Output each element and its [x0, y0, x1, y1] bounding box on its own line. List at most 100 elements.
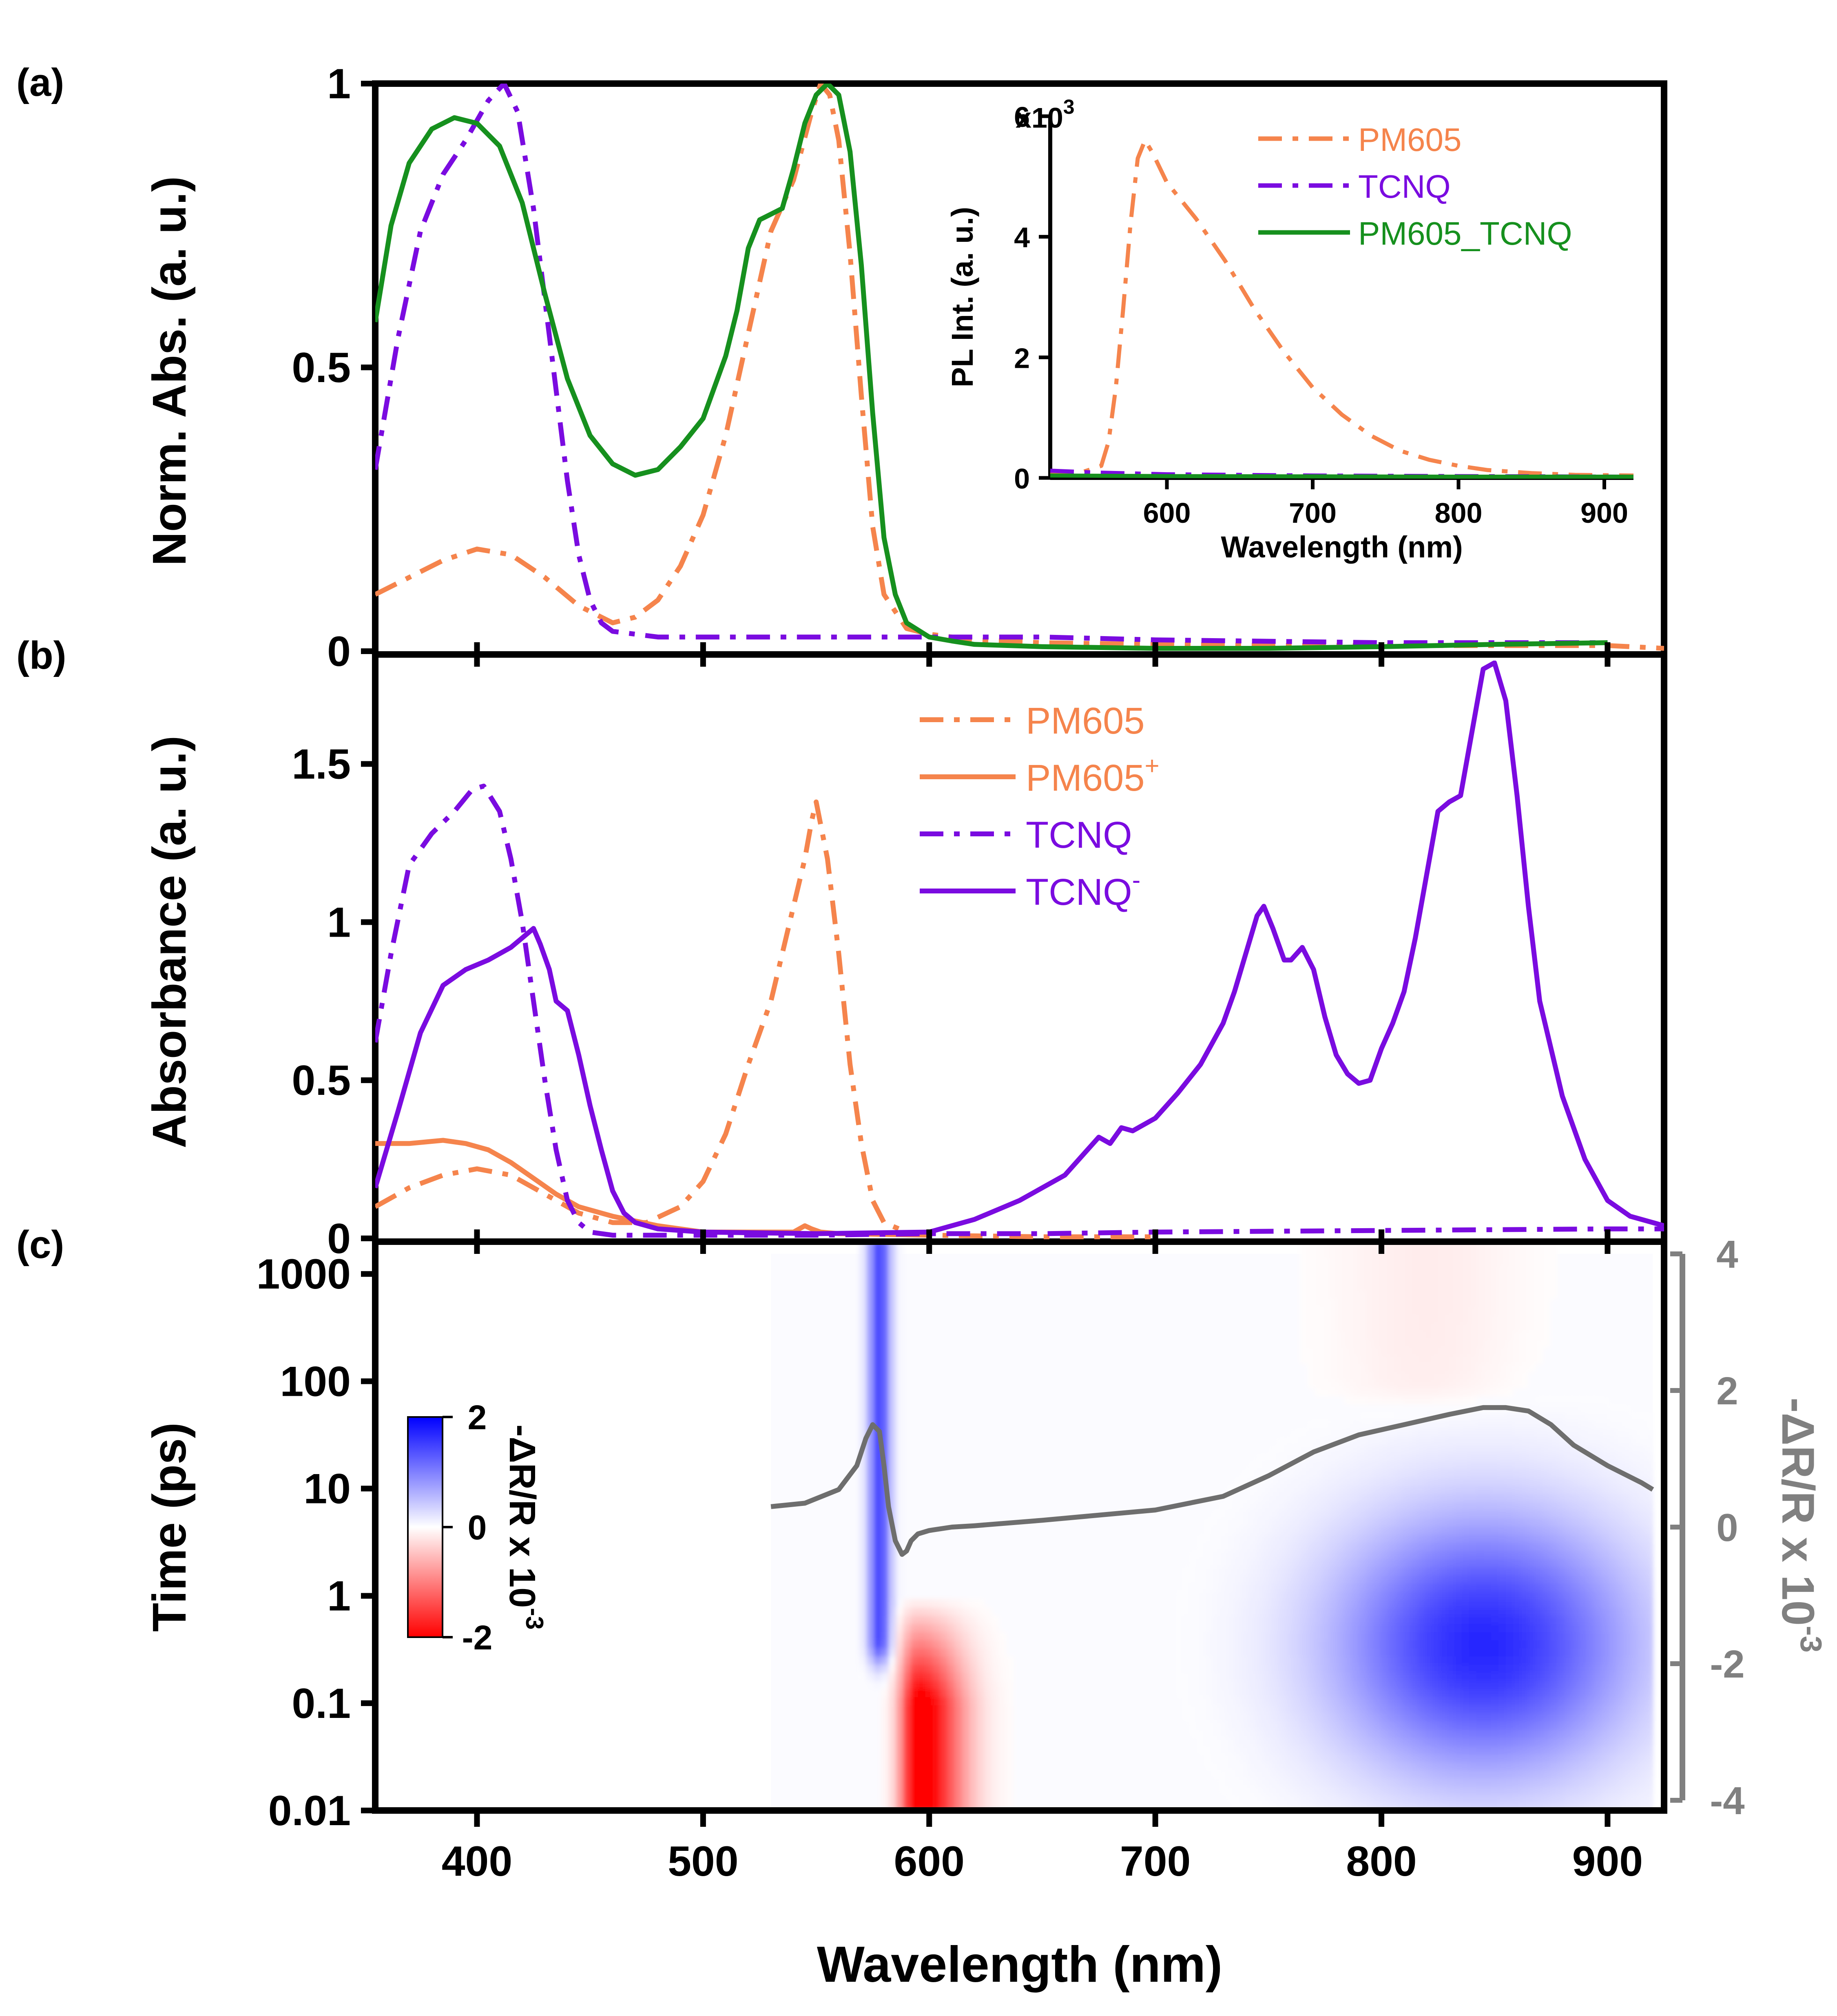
heatmap-cell [1476, 1567, 1484, 1575]
heatmap-cell [1572, 1412, 1580, 1421]
heatmap-cell [1366, 1550, 1374, 1559]
heatmap-cell [1550, 1274, 1558, 1283]
heatmap-cell [1241, 1737, 1249, 1746]
heatmap-cell [1219, 1631, 1227, 1640]
heatmap-cell [1322, 1510, 1330, 1519]
heatmap-cell [1601, 1607, 1609, 1616]
inset-multiplier-exponent: 3 [1063, 95, 1075, 118]
heatmap-cell [1248, 1631, 1257, 1640]
heatmap-cell [1359, 1721, 1367, 1730]
heatmap-cell [896, 1469, 904, 1478]
heatmap-cell [1623, 1437, 1631, 1446]
heatmap-cell [976, 1640, 985, 1649]
heatmap-cell [1550, 1244, 1558, 1250]
heatmap-cell [1359, 1704, 1367, 1713]
heatmap-cell [1263, 1762, 1271, 1771]
heatmap-cell [1432, 1396, 1440, 1405]
heatmap-cell [1513, 1493, 1521, 1502]
heatmap-cell [910, 1599, 918, 1608]
panel-c-right-axis-title: -ΔR/R x 10-3 [1773, 1397, 1828, 1653]
heatmap-cell [940, 1664, 948, 1673]
heatmap-cell [1594, 1737, 1602, 1746]
heatmap-cell [1601, 1518, 1609, 1527]
heatmap-cell [932, 1640, 941, 1649]
heatmap-cell [1373, 1778, 1381, 1787]
heatmap-cell [1006, 1737, 1014, 1746]
heatmap-cell [1315, 1510, 1323, 1519]
panel-b-legend-sup: - [1132, 866, 1141, 894]
heatmap-cell [1513, 1266, 1521, 1275]
heatmap-cell [1241, 1689, 1249, 1697]
heatmap-cell [1550, 1558, 1558, 1567]
heatmap-cell [1315, 1648, 1323, 1657]
heatmap-cell [1381, 1591, 1389, 1600]
heatmap-cell [1395, 1567, 1403, 1575]
heatmap-cell [1616, 1599, 1624, 1608]
heatmap-cell [896, 1485, 904, 1494]
heatmap-cell [1270, 1542, 1279, 1551]
heatmap-cell [1454, 1697, 1462, 1705]
heatmap-cell [866, 1379, 874, 1388]
heatmap-cell [1410, 1583, 1418, 1592]
heatmap-cell [1204, 1607, 1213, 1616]
heatmap-cell [903, 1778, 911, 1787]
heatmap-cell [1491, 1315, 1499, 1324]
heatmap-cell [1498, 1290, 1506, 1299]
heatmap-cell [1623, 1477, 1631, 1486]
heatmap-cell [1521, 1607, 1528, 1616]
heatmap-cell [1631, 1567, 1639, 1575]
heatmap-cell [932, 1607, 941, 1616]
panel-a-series [375, 84, 1664, 651]
heatmap-cell [1263, 1672, 1271, 1681]
heatmap-cell [1579, 1526, 1587, 1535]
heatmap-cell [1373, 1396, 1381, 1405]
heatmap-cell [1248, 1648, 1257, 1657]
heatmap-cell [1315, 1315, 1323, 1324]
heatmap-cell [1505, 1290, 1514, 1299]
heatmap-cell [1469, 1244, 1477, 1250]
heatmap-cell [1447, 1786, 1455, 1795]
heatmap-cell [1476, 1420, 1484, 1429]
heatmap-cell [1417, 1396, 1425, 1405]
heatmap-cell [1498, 1331, 1506, 1340]
heatmap-cell [1234, 1721, 1242, 1730]
heatmap-cell [1359, 1501, 1367, 1510]
heatmap-cell [1263, 1697, 1271, 1705]
heatmap-cell [1439, 1794, 1447, 1803]
heatmap-cell [1315, 1518, 1323, 1527]
heatmap-cell [1447, 1323, 1455, 1332]
heatmap-cell [962, 1664, 970, 1673]
heatmap-cell [1410, 1575, 1418, 1583]
heatmap-cell [1579, 1729, 1587, 1738]
heatmap-cell [1359, 1331, 1367, 1340]
heatmap-cell [1631, 1437, 1639, 1446]
heatmap-cell [1293, 1721, 1301, 1730]
heatmap-cell [1410, 1664, 1418, 1673]
heatmap-cell [1587, 1689, 1595, 1697]
heatmap-cell [859, 1396, 867, 1405]
heatmap-cell [1270, 1648, 1279, 1657]
heatmap-cell [1366, 1770, 1374, 1779]
heatmap-cell [1307, 1558, 1315, 1567]
heatmap-cell [1469, 1753, 1477, 1762]
heatmap-cell [1476, 1689, 1484, 1697]
heatmap-cell [859, 1258, 867, 1267]
heatmap-cell [1505, 1428, 1514, 1437]
panel-b-legend-label: PM605+ [1026, 752, 1160, 799]
heatmap-cell [859, 1542, 867, 1551]
heatmap-cell [991, 1745, 999, 1754]
heatmap-cell [888, 1355, 896, 1364]
heatmap-cell [925, 1745, 933, 1754]
heatmap-cell [1263, 1558, 1271, 1567]
heatmap-cell [940, 1737, 948, 1746]
heatmap-cell [1550, 1258, 1558, 1267]
heatmap-cell [1410, 1493, 1418, 1502]
heatmap-cell [1432, 1510, 1440, 1519]
heatmap-cell [976, 1697, 985, 1705]
heatmap-cell [866, 1583, 874, 1592]
heatmap-cell [1638, 1501, 1646, 1510]
heatmap-cell [1395, 1631, 1403, 1640]
heatmap-cell [925, 1689, 933, 1697]
heatmap-cell [1616, 1501, 1624, 1510]
heatmap-cell [1535, 1485, 1543, 1494]
